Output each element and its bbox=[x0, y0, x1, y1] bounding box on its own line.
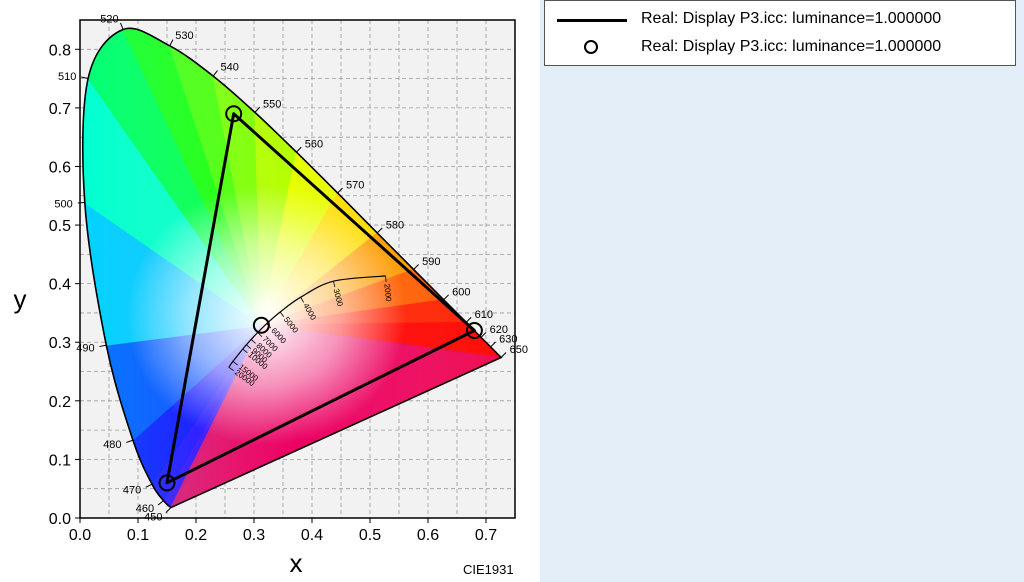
gamut-marker bbox=[252, 316, 270, 334]
legend-entry-line: Real: Display P3.icc: luminance=1.000000 bbox=[545, 9, 1015, 31]
wavelength-tick bbox=[480, 332, 487, 338]
wavelength-tick bbox=[490, 341, 496, 348]
wavelength-label: 550 bbox=[263, 99, 281, 111]
legend-label: Real: Display P3.icc: luminance=1.000000 bbox=[641, 38, 942, 55]
wavelength-tick bbox=[165, 507, 172, 514]
legend-line-symbol bbox=[557, 19, 627, 22]
legend: Real: Display P3.icc: luminance=1.000000… bbox=[544, 0, 1016, 66]
gamut-triangle bbox=[165, 112, 476, 485]
wavelength-label: 510 bbox=[58, 71, 76, 83]
wavelength-tick bbox=[212, 70, 218, 77]
wavelength-label: 490 bbox=[76, 343, 94, 355]
x-tick-label: 0.0 bbox=[69, 527, 91, 544]
temperature-tick bbox=[385, 275, 387, 282]
wavelength-label: 560 bbox=[305, 139, 323, 151]
wavelength-tick bbox=[99, 344, 107, 348]
chromaticity-chart: 4504604704804905005105205305405505605705… bbox=[14, 13, 528, 578]
gamut-marker bbox=[158, 474, 176, 492]
x-tick-label: 0.6 bbox=[417, 527, 439, 544]
y-tick-label: 0.4 bbox=[49, 277, 71, 294]
white-glow bbox=[126, 185, 407, 446]
wavelength-label: 600 bbox=[452, 286, 470, 298]
plot-frame bbox=[79, 19, 516, 519]
y-tick-label: 0.0 bbox=[49, 511, 71, 528]
wavelength-tick bbox=[413, 264, 419, 270]
temperature-label: 3000 bbox=[332, 288, 345, 308]
temperature-tick bbox=[246, 344, 252, 350]
x-tick-label: 0.1 bbox=[127, 527, 149, 544]
temperature-tick bbox=[228, 366, 234, 372]
wavelength-label: 530 bbox=[175, 30, 193, 42]
y-tick-label: 0.7 bbox=[49, 101, 71, 118]
wavelength-tick bbox=[145, 483, 153, 488]
wavelength-tick bbox=[120, 22, 124, 30]
wavelength-label: 570 bbox=[346, 180, 364, 192]
x-tick-label: 0.3 bbox=[243, 527, 265, 544]
x-tick-label: 0.5 bbox=[359, 527, 381, 544]
legend-entry-marker: Real: Display P3.icc: luminance=1.000000 bbox=[545, 37, 1015, 59]
wavelength-tick bbox=[296, 146, 302, 153]
temperature-tick bbox=[333, 281, 336, 288]
wavelength-label: 590 bbox=[422, 256, 440, 268]
wavelength-label: 480 bbox=[103, 439, 121, 451]
legend-circle-symbol bbox=[584, 40, 598, 54]
wavelength-label: 610 bbox=[475, 309, 493, 321]
y-axis-label: y bbox=[14, 284, 27, 314]
series-layer bbox=[158, 105, 483, 492]
y-tick-label: 0.1 bbox=[49, 452, 71, 469]
temperature-tick bbox=[300, 297, 305, 303]
x-tick-label: 0.2 bbox=[185, 527, 207, 544]
wavelength-tick bbox=[376, 227, 383, 234]
x-tick-label: 0.7 bbox=[475, 527, 497, 544]
wavelength-tick bbox=[169, 39, 174, 47]
temperature-tick bbox=[242, 348, 248, 354]
wavelength-label: 580 bbox=[386, 219, 404, 231]
right-panel bbox=[540, 0, 1024, 582]
wavelength-tick bbox=[254, 106, 261, 113]
gamut-marker bbox=[225, 105, 243, 123]
y-tick-label: 0.3 bbox=[49, 335, 71, 352]
wavelength-tick bbox=[337, 187, 343, 194]
wavelength-tick bbox=[81, 76, 89, 79]
gamut-marker bbox=[465, 322, 483, 340]
wavelength-label: 650 bbox=[510, 344, 528, 356]
wavelength-tick bbox=[465, 317, 472, 323]
wavelength-tick bbox=[443, 294, 449, 301]
wavelength-tick bbox=[500, 352, 507, 358]
wavelength-label: 500 bbox=[54, 198, 72, 210]
wavelength-label: 460 bbox=[136, 503, 154, 515]
temperature-tick bbox=[279, 311, 285, 317]
axis-ticks: 0.0 0.1 0.2 0.3 0.4 0.5 0.6 0.7 0.0 0.1 0.2 0.3 0.4 0… bbox=[49, 42, 497, 544]
y-tick-label: 0.5 bbox=[49, 218, 71, 235]
wavelength-label: 540 bbox=[221, 62, 239, 74]
wavelength-label: 620 bbox=[490, 324, 508, 336]
wavelength-label: 630 bbox=[499, 333, 517, 345]
y-tick-label: 0.6 bbox=[49, 159, 71, 176]
wavelength-label: 470 bbox=[123, 485, 141, 497]
temperature-tick bbox=[232, 361, 238, 366]
x-tick-label: 0.4 bbox=[301, 527, 323, 544]
x-axis-label: x bbox=[290, 548, 303, 578]
wavelength-tick bbox=[157, 500, 164, 506]
wavelength-tick bbox=[126, 439, 134, 443]
legend-label: Real: Display P3.icc: luminance=1.000000 bbox=[641, 10, 942, 27]
y-tick-label: 0.2 bbox=[49, 394, 71, 411]
temperature-tick bbox=[250, 339, 256, 344]
y-tick-label: 0.8 bbox=[49, 42, 71, 59]
temperature-label: 2000 bbox=[382, 283, 393, 302]
diagram-standard-label: CIE1931 bbox=[463, 562, 514, 577]
